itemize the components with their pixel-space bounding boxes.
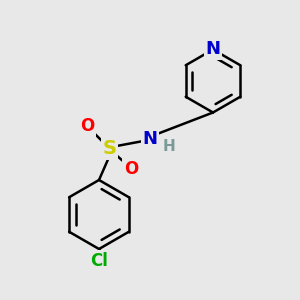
Text: H: H [162,139,175,154]
Text: S: S [103,139,116,158]
Text: O: O [124,160,138,178]
Text: N: N [142,130,158,148]
Text: N: N [206,40,220,58]
Text: O: O [80,117,94,135]
Text: Cl: Cl [90,252,108,270]
